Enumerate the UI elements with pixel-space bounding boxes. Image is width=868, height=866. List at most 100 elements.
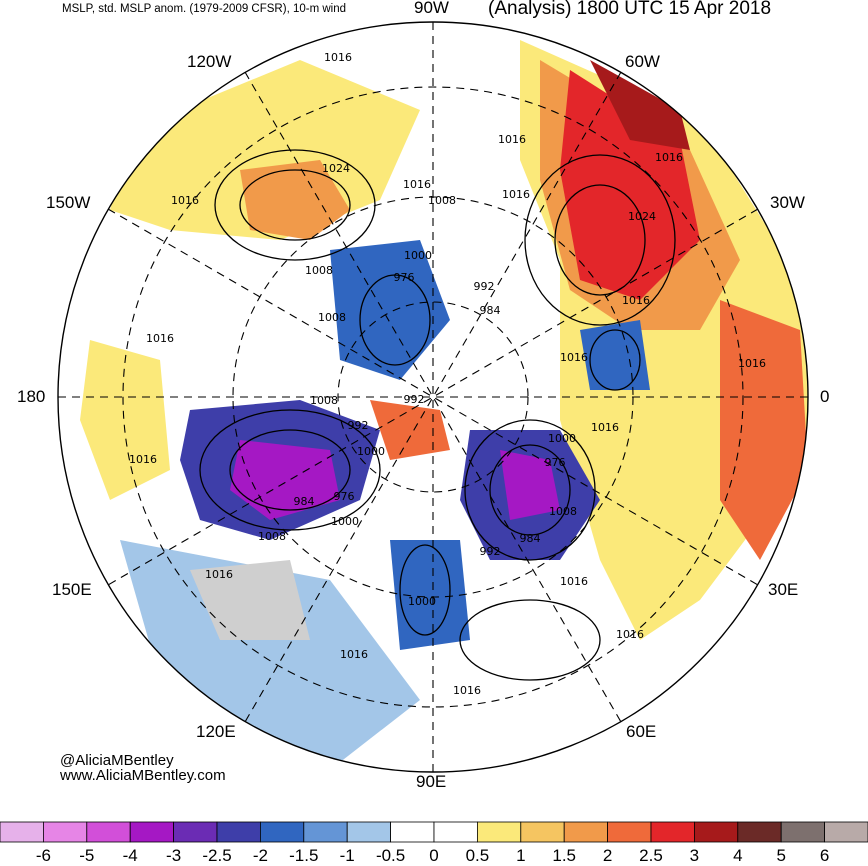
credit-handle: @AliciaMBentley [60, 752, 174, 769]
contour-label: 1000 [408, 595, 436, 608]
colorbar-tick-label: 1 [516, 846, 526, 865]
colorbar-swatch [607, 821, 652, 843]
terrain-mask-tibet [190, 560, 310, 640]
colorbar-swatch [216, 821, 261, 843]
contour-label: 1016 [591, 421, 619, 434]
positive-anomaly-region-alaska [110, 60, 420, 240]
lon-label-60w: 60W [625, 52, 660, 71]
isobar-low-siberia-south [399, 544, 451, 636]
colorbar-swatch [0, 821, 44, 843]
isobar-low-barents [489, 444, 571, 536]
isobar-low-siberia-outer [199, 409, 381, 531]
lon-label-0: 0 [820, 387, 830, 406]
isobar-high-greenland [554, 184, 646, 296]
isobar-high-alaska [239, 169, 351, 241]
contour-label: 1016 [502, 188, 530, 201]
positive-anomaly-region-europe [720, 300, 808, 560]
contour-label: 1016 [498, 133, 526, 146]
negative-anomaly-region-arctic [330, 240, 450, 380]
contour-label: 1016 [129, 453, 157, 466]
colorbar-tick-label: -3 [166, 846, 182, 865]
contour-label: 992 [474, 280, 495, 293]
weak-negative-anomaly-asia [120, 540, 420, 770]
colorbar-swatch [520, 821, 565, 843]
contour-label: 984 [520, 532, 541, 545]
colorbar-tick-label: -4 [122, 846, 138, 865]
strong-negative-anomaly-siberia [230, 440, 340, 520]
contour-label: 1016 [738, 357, 766, 370]
isobar-high-asia [459, 599, 601, 681]
colorbar-swatch [824, 821, 868, 843]
colorbar-tick-label: 2 [602, 846, 613, 865]
colorbar-swatch [346, 821, 392, 843]
contour-label: 1000 [357, 445, 385, 458]
contour-label: 976 [334, 490, 355, 503]
contour-label: 1016 [616, 628, 644, 641]
isobar-high-alaska-outer [214, 149, 376, 261]
colorbar-swatch [780, 821, 826, 843]
colorbar [0, 821, 868, 843]
isobar-high-greenland-outer [524, 154, 676, 326]
colorbar-swatch [86, 821, 131, 843]
colorbar-tick-label: 0 [429, 846, 439, 865]
lon-label-120e: 120E [196, 722, 236, 741]
colorbar-swatch [433, 821, 478, 843]
contour-label: 1016 [171, 194, 199, 207]
contour-label: 992 [348, 419, 369, 432]
contour-label: 1000 [404, 249, 432, 262]
contour-label: 984 [294, 495, 315, 508]
colorbar-swatch [43, 821, 88, 843]
lon-label-30e: 30E [768, 580, 799, 599]
colorbar-tick-label: 2.5 [639, 846, 663, 865]
contour-label: 1008 [549, 505, 577, 518]
contour-label: 1016 [340, 648, 368, 661]
colorbar-swatch [650, 821, 695, 843]
isobar-low-barents-outer [464, 419, 596, 561]
colorbar-tick-label: 1.5 [552, 846, 577, 865]
contour-label: 1024 [322, 162, 350, 175]
contour-label: 1008 [318, 311, 346, 324]
strong-negative-anomaly-barents [500, 450, 560, 520]
colorbar-tick-label: -2.5 [202, 846, 232, 865]
contour-label: 1016 [403, 178, 431, 191]
positive-anomaly-center-alaska [240, 160, 350, 240]
isobar-low-siberia [229, 429, 351, 511]
colorbar-tick-label: 3 [689, 846, 700, 865]
colorbar-tick-label: -2 [252, 846, 268, 865]
contour-label: 1008 [428, 194, 456, 207]
colorbar-tick-label: -6 [35, 846, 51, 865]
contour-label: 1000 [548, 432, 576, 445]
contour-label: 1016 [324, 51, 352, 64]
contour-label: 1008 [305, 264, 333, 277]
colorbar-tick-label: -0.5 [375, 846, 406, 865]
contour-label: 1016 [453, 684, 481, 697]
colorbar-swatch [303, 821, 348, 843]
lon-label-90w: 90W [414, 0, 449, 17]
lon-label-120w: 120W [187, 52, 232, 71]
colorbar-swatch [129, 821, 174, 843]
positive-anomaly-region-pole [370, 400, 450, 460]
contour-label: 976 [545, 456, 566, 469]
lon-label-150w: 150W [46, 193, 91, 212]
contour-label: 1008 [258, 530, 286, 543]
lon-label-30w: 30W [770, 193, 805, 212]
isobar-low-atlantic [589, 329, 641, 391]
lon-label-60e: 60E [626, 722, 657, 741]
colorbar-swatch [694, 821, 739, 843]
colorbar-tick-label: -1 [339, 846, 355, 865]
contour-label: 1016 [560, 575, 588, 588]
negative-anomaly-region-siberia-south [390, 540, 470, 650]
colorbar-swatch [563, 821, 609, 843]
isobar-contours [199, 149, 676, 681]
lon-label-180: 180 [17, 387, 46, 406]
map-boundary [57, 21, 809, 773]
colorbar-tick-label: -1.5 [289, 846, 319, 865]
contour-label: 1016 [622, 294, 650, 307]
lon-label-150e: 150E [52, 580, 92, 599]
isobar-low-arctic [359, 274, 431, 366]
latitude-circle-80 [337, 301, 529, 493]
lon-label-90e: 90E [416, 772, 447, 791]
contour-label: 992 [404, 393, 425, 406]
contour-labels: 1016 1016 1024 1016 1016 1008 1016 1024 … [129, 51, 766, 697]
contour-label: 1000 [331, 515, 359, 528]
